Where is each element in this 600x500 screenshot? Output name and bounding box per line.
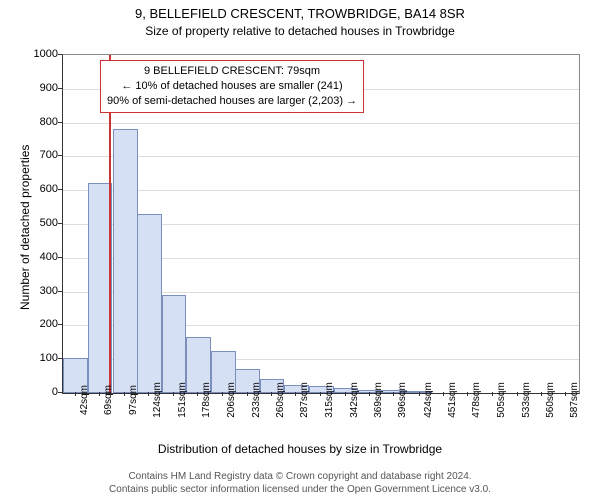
x-axis-label: Distribution of detached houses by size …: [0, 442, 600, 456]
xtick-mark: [222, 392, 223, 396]
ytick-label: 200: [18, 318, 58, 330]
xtick-mark: [467, 392, 468, 396]
xtick-mark: [99, 392, 100, 396]
xtick-label: 424sqm: [423, 382, 434, 418]
xtick-label: 151sqm: [177, 382, 188, 418]
xtick-label: 342sqm: [349, 382, 360, 418]
xtick-label: 369sqm: [373, 382, 384, 418]
xtick-mark: [247, 392, 248, 396]
xtick-mark: [75, 392, 76, 396]
xtick-mark: [173, 392, 174, 396]
ytick-label: 700: [18, 149, 58, 161]
ytick-label: 600: [18, 183, 58, 195]
xtick-mark: [124, 392, 125, 396]
xtick-mark: [517, 392, 518, 396]
page-title: 9, BELLEFIELD CRESCENT, TROWBRIDGE, BA14…: [0, 0, 600, 23]
xtick-mark: [419, 392, 420, 396]
xtick-label: 315sqm: [324, 382, 335, 418]
xtick-label: 478sqm: [471, 382, 482, 418]
annotation-line-2: ← 10% of detached houses are smaller (24…: [107, 79, 357, 94]
gridline: [63, 190, 579, 191]
gridline: [63, 123, 579, 124]
xtick-label: 396sqm: [397, 382, 408, 418]
xtick-label: 69sqm: [103, 385, 114, 415]
xtick-mark: [565, 392, 566, 396]
footer: Contains HM Land Registry data © Crown c…: [0, 471, 600, 496]
xtick-label: 451sqm: [447, 382, 458, 418]
xtick-mark: [320, 392, 321, 396]
ytick-label: 500: [18, 217, 58, 229]
annotation-box: 9 BELLEFIELD CRESCENT: 79sqm ← 10% of de…: [100, 60, 364, 113]
xtick-label: 124sqm: [152, 382, 163, 418]
ytick-label: 300: [18, 285, 58, 297]
ytick-label: 100: [18, 352, 58, 364]
xtick-label: 533sqm: [521, 382, 532, 418]
footer-line-1: Contains HM Land Registry data © Crown c…: [0, 471, 600, 484]
xtick-label: 206sqm: [226, 382, 237, 418]
xtick-label: 233sqm: [251, 382, 262, 418]
xtick-mark: [443, 392, 444, 396]
ytick-label: 800: [18, 116, 58, 128]
xtick-label: 178sqm: [201, 382, 212, 418]
histogram-bar: [162, 295, 187, 393]
xtick-mark: [541, 392, 542, 396]
ytick-label: 400: [18, 251, 58, 263]
ytick-label: 900: [18, 82, 58, 94]
xtick-mark: [271, 392, 272, 396]
xtick-mark: [295, 392, 296, 396]
xtick-mark: [393, 392, 394, 396]
xtick-label: 560sqm: [545, 382, 556, 418]
ytick-label: 0: [18, 386, 58, 398]
ytick-label: 1000: [18, 48, 58, 60]
xtick-label: 287sqm: [299, 382, 310, 418]
xtick-label: 505sqm: [496, 382, 507, 418]
xtick-mark: [369, 392, 370, 396]
xtick-label: 587sqm: [569, 382, 580, 418]
xtick-mark: [492, 392, 493, 396]
xtick-label: 42sqm: [79, 385, 90, 415]
xtick-label: 97sqm: [128, 385, 139, 415]
xtick-mark: [197, 392, 198, 396]
footer-line-2: Contains public sector information licen…: [0, 484, 600, 497]
xtick-mark: [345, 392, 346, 396]
annotation-line-3: 90% of semi-detached houses are larger (…: [107, 94, 357, 109]
xtick-mark: [148, 392, 149, 396]
histogram-bar: [137, 214, 162, 393]
xtick-label: 260sqm: [275, 382, 286, 418]
gridline: [63, 156, 579, 157]
annotation-line-1: 9 BELLEFIELD CRESCENT: 79sqm: [107, 64, 357, 79]
page-subtitle: Size of property relative to detached ho…: [0, 23, 600, 38]
histogram-bar: [113, 129, 138, 393]
chart-container: 9, BELLEFIELD CRESCENT, TROWBRIDGE, BA14…: [0, 0, 600, 500]
